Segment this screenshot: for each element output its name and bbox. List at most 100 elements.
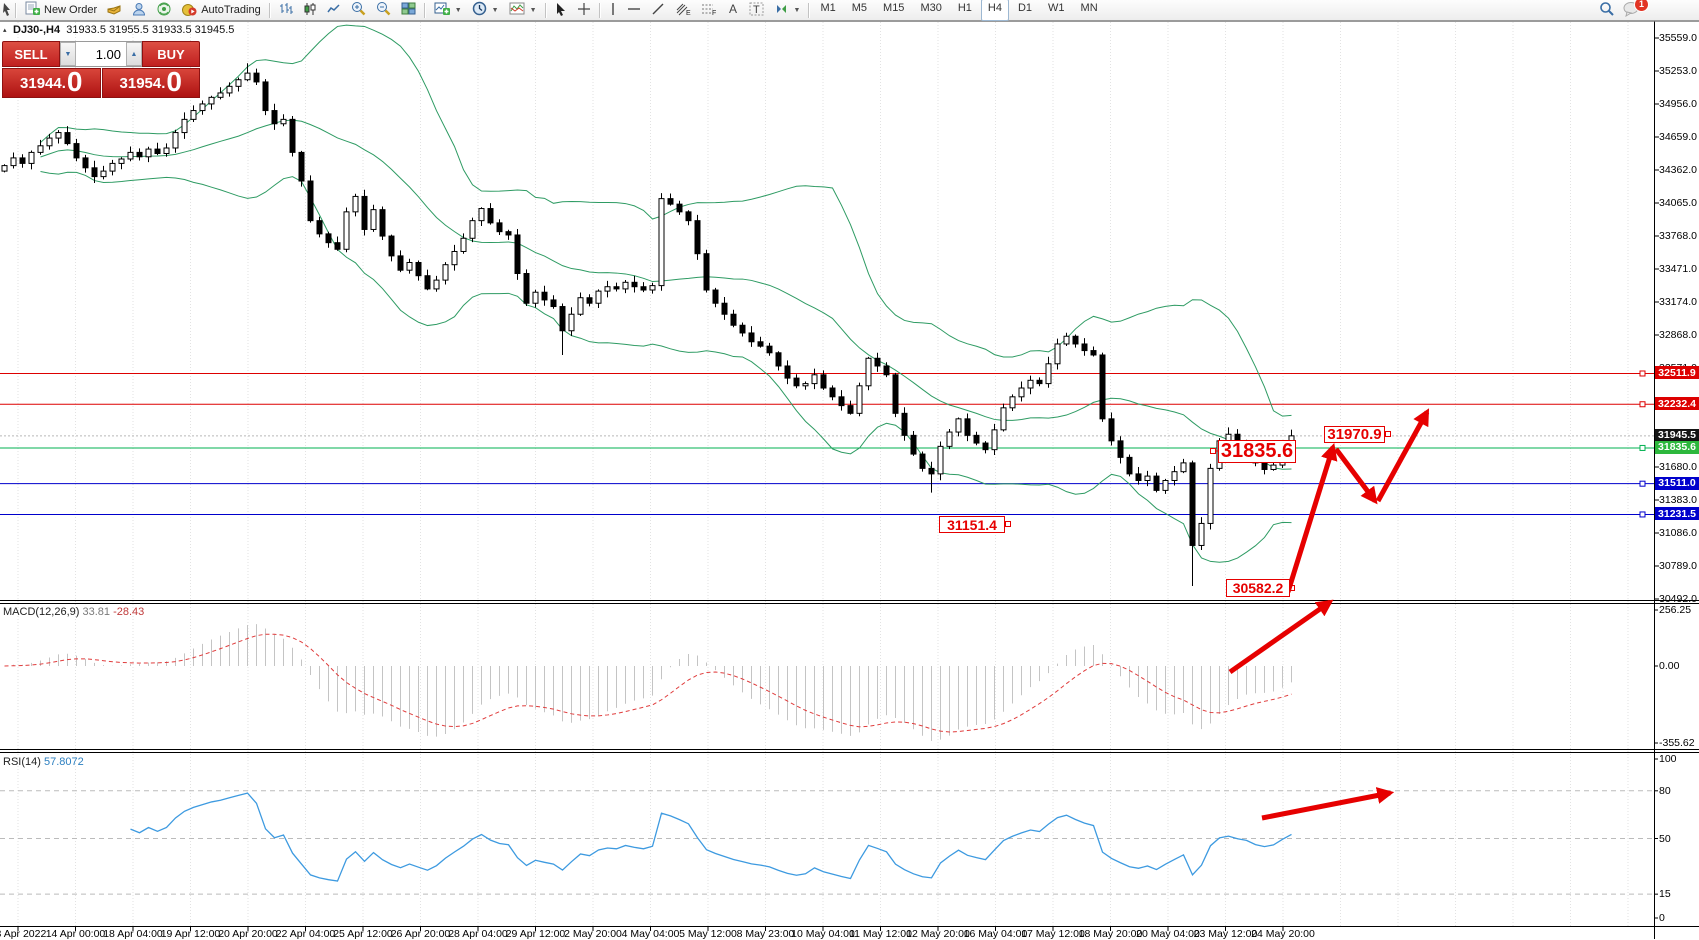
collapse-triangle-icon[interactable]: ▴ — [3, 27, 7, 34]
timeframe-H1[interactable]: H1 — [957, 2, 972, 14]
bar-chart-button[interactable] — [274, 0, 298, 21]
time-tick-label: 29 Apr 12:00 — [505, 928, 566, 940]
crosshair-icon — [577, 2, 591, 19]
chart-title: DJ30-,H4 31933.5 31955.5 31933.5 31945.5 — [13, 24, 234, 36]
market-watch-button[interactable] — [102, 0, 127, 21]
zoom-out-button[interactable] — [371, 0, 396, 21]
time-tick-label: 25 Apr 12:00 — [333, 928, 393, 940]
cursor-icon — [555, 2, 567, 19]
annotation-label[interactable]: 31970.9 — [1324, 426, 1385, 443]
buy-button[interactable]: BUY — [142, 41, 200, 67]
time-tick-label: 12 May 20:00 — [906, 928, 970, 940]
rsi-axis-tick: 80 — [1659, 784, 1671, 797]
rsi-axis-tick: 0 — [1659, 912, 1665, 924]
timeframe-D1[interactable]: D1 — [1017, 2, 1033, 14]
time-tick-label: 16 May 04:00 — [963, 928, 1028, 940]
trend-arrow — [1334, 447, 1378, 505]
price-tick: 35253.0 — [1659, 65, 1697, 77]
main-toolbar: New Order AutoTrading — [0, 0, 1699, 21]
macd-signal-value: -28.43 — [113, 606, 145, 618]
shapes-tool[interactable]: ▼ — [769, 0, 806, 21]
time-tick-label: 5 May 12:00 — [679, 928, 737, 940]
new-chart-button[interactable]: ▼ — [429, 0, 467, 21]
price-tick: 33174.0 — [1659, 296, 1697, 308]
time-tick-label: 14 Apr 00:00 — [45, 928, 106, 940]
rsi-indicator-label: RSI(14) 57.8072 — [3, 756, 84, 768]
timeframe-M5[interactable]: M5 — [851, 2, 868, 14]
text-label-tool[interactable]: T — [744, 0, 769, 21]
line-chart-button[interactable] — [322, 0, 346, 21]
trendline-tool[interactable] — [646, 0, 670, 21]
price-tag: 31231.5 — [1655, 507, 1699, 521]
indicators-button[interactable]: ▼ — [504, 0, 542, 21]
chevron-down-icon: ▼ — [793, 6, 801, 14]
price-tick: 30492.0 — [1659, 593, 1697, 605]
time-tick-label: 24 May 20:00 — [1251, 928, 1315, 940]
time-tick-label: 20 Apr 20:00 — [218, 928, 278, 940]
sell-price-box[interactable]: 31944. 0 — [2, 68, 101, 98]
chat-icon[interactable]: 1 — [1623, 0, 1649, 20]
vertical-line-tool[interactable] — [604, 0, 622, 21]
time-tick-label: 28 Apr 04:00 — [448, 928, 508, 940]
signal-icon — [157, 2, 172, 19]
time-tick-label: 19 Apr 12:00 — [160, 928, 221, 940]
volume-increase-button[interactable]: ▲ — [126, 42, 142, 66]
buy-price-main: 31954. — [119, 75, 166, 92]
time-tick-label: 11 May 12:00 — [849, 928, 912, 940]
vertical-line-icon — [609, 2, 617, 19]
zoom-out-icon — [376, 1, 391, 19]
sell-price-main: 31944. — [20, 75, 66, 92]
new-order-button[interactable]: New Order — [20, 0, 102, 21]
price-tag: 31945.5 — [1655, 428, 1699, 442]
timeframe-H4[interactable]: H4 — [980, 0, 1009, 21]
svg-text:T: T — [753, 4, 760, 16]
timeframe-M15[interactable]: M15 — [883, 2, 905, 14]
cursor-edge-icon[interactable] — [2, 2, 12, 19]
volume-decrease-button[interactable]: ▼ — [60, 42, 76, 66]
timeframe-M1[interactable]: M1 — [820, 2, 836, 14]
buy-price-box[interactable]: 31954. 0 — [101, 68, 200, 98]
text-tool[interactable]: A — [722, 0, 744, 21]
profile-button[interactable] — [127, 0, 152, 21]
time-tick-label: 17 May 12:00 — [1021, 928, 1085, 940]
time-tick-label: 8 May 23:00 — [736, 928, 795, 940]
trend-arrow — [1375, 408, 1430, 503]
time-tick-label: 13 Apr 2022 — [0, 928, 47, 940]
annotation-label[interactable]: 30582.2 — [1226, 579, 1290, 597]
fibo-grid-tool[interactable]: F — [696, 0, 722, 21]
time-tick-label: 18 Apr 04:00 — [103, 928, 163, 940]
toolbar-separator — [544, 2, 547, 18]
crosshair-tool-button[interactable] — [572, 0, 596, 21]
chevron-down-icon: ▼ — [529, 6, 537, 14]
volume-value[interactable]: 1.00 — [95, 46, 121, 62]
new-chart-icon — [434, 2, 450, 19]
bar-chart-icon — [279, 2, 293, 19]
cursor-tool-button[interactable] — [550, 0, 572, 21]
svg-text:A: A — [729, 2, 737, 15]
sell-button[interactable]: SELL — [2, 41, 60, 67]
fibonacci-tool[interactable]: E — [670, 0, 696, 21]
volume-stepper: ▼ 1.00 ▲ — [60, 41, 142, 67]
annotation-label[interactable]: 31151.4 — [939, 516, 1005, 533]
rsi-axis-tick: 15 — [1659, 888, 1671, 901]
horizontal-line-tool[interactable] — [622, 0, 646, 21]
timeframe-MN[interactable]: MN — [1080, 2, 1098, 14]
period-button[interactable]: ▼ — [467, 0, 504, 21]
signals-button[interactable] — [152, 0, 177, 21]
timeframe-W1[interactable]: W1 — [1048, 2, 1065, 14]
autotrading-button[interactable]: AutoTrading — [177, 0, 266, 21]
zoom-in-button[interactable] — [346, 0, 371, 21]
svg-text:E: E — [686, 10, 691, 16]
time-tick-label: 18 May 20:00 — [1078, 928, 1143, 940]
timeframe-M30[interactable]: M30 — [920, 2, 942, 14]
annotation-label[interactable]: 31835.6 — [1218, 440, 1296, 463]
candlestick-chart-button[interactable] — [298, 0, 322, 21]
search-icon[interactable] — [1599, 1, 1615, 20]
price-tick: 34956.0 — [1659, 98, 1697, 110]
line-chart-icon — [327, 2, 341, 19]
tile-windows-button[interactable] — [396, 0, 421, 21]
chevron-down-icon: ▼ — [454, 6, 462, 14]
new-order-icon — [25, 1, 40, 19]
triangle-down-icon: ▼ — [64, 50, 72, 58]
